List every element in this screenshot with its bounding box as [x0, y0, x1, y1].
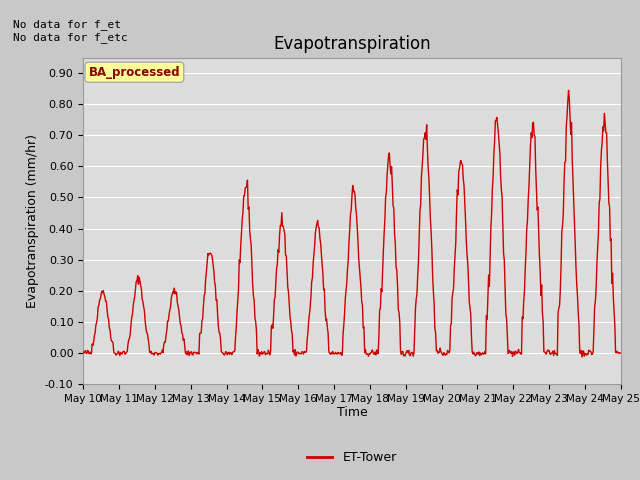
- Y-axis label: Evapotranspiration (mm/hr): Evapotranspiration (mm/hr): [26, 134, 39, 308]
- Text: BA_processed: BA_processed: [88, 66, 180, 79]
- Title: Evapotranspiration: Evapotranspiration: [273, 35, 431, 53]
- Legend: ET-Tower: ET-Tower: [302, 446, 402, 469]
- X-axis label: Time: Time: [337, 407, 367, 420]
- Text: No data for f_et
No data for f_etc: No data for f_et No data for f_etc: [13, 19, 127, 43]
